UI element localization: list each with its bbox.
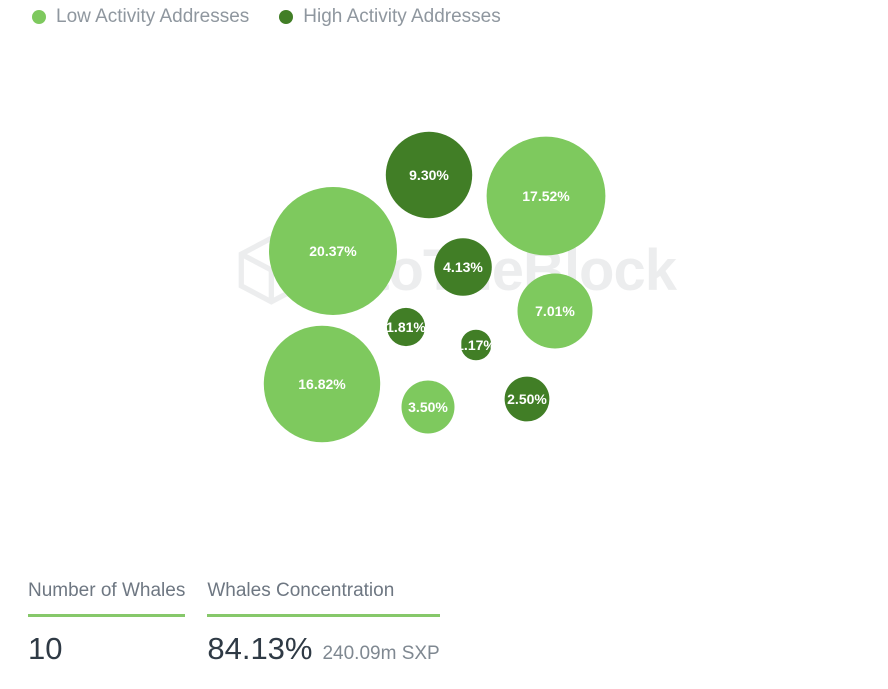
bubble-chart: 20.37% 17.52% 16.82% 7.01% 3.50% 9.30% 4.13% 2.… [263, 131, 606, 443]
bubble-low-4[interactable] [401, 380, 455, 434]
bubble-high-4[interactable] [460, 329, 492, 361]
legend-dot-high-icon [279, 10, 294, 24]
bubble-high-2[interactable] [504, 376, 550, 422]
bubble-label-low-1: 17.52% [522, 188, 570, 204]
bubble-label-high-0: 9.30% [409, 167, 449, 183]
bubble-label-high-4: 1.17% [456, 337, 496, 353]
bubble-label-low-2: 16.82% [298, 376, 346, 392]
legend-label-high: High Activity Addresses [303, 6, 501, 27]
stat-whales-concentration: Whales Concentration 84.13% 240.09m SXP [207, 580, 440, 667]
bubble-high-0[interactable] [385, 131, 473, 219]
bubble-label-low-4: 3.50% [408, 399, 448, 415]
bubble-label-high-2: 2.50% [507, 391, 547, 407]
stats-panel: Number of Whales 10 Whales Concentration… [28, 580, 440, 667]
bubble-low-1[interactable] [486, 136, 606, 256]
legend-dot-low-icon [32, 10, 46, 24]
stat-concentration-sub: 240.09m SXP [322, 643, 440, 664]
bubble-low-3[interactable] [517, 273, 593, 349]
stat-concentration-label: Whales Concentration [207, 580, 440, 617]
stat-number-of-whales: Number of Whales 10 [28, 580, 186, 667]
legend-item-high-activity[interactable]: High Activity Addresses [279, 6, 501, 28]
stat-concentration-value: 84.13% [207, 631, 313, 666]
legend-label-low: Low Activity Addresses [56, 6, 250, 27]
chart-legend: Low Activity Addresses High Activity Add… [32, 6, 501, 28]
bubble-label-low-3: 7.01% [535, 303, 575, 319]
bubble-label-low-0: 20.37% [309, 243, 357, 259]
bubble-low-0[interactable] [269, 187, 397, 315]
bubble-low-2[interactable] [263, 325, 381, 443]
bubble-label-high-3: 1.81% [386, 319, 426, 335]
bubble-label-high-1: 4.13% [443, 259, 483, 275]
legend-item-low-activity[interactable]: Low Activity Addresses [32, 6, 249, 28]
stat-whales-value: 10 [28, 631, 63, 666]
bubble-high-1[interactable] [434, 238, 492, 296]
stat-whales-label: Number of Whales [28, 580, 186, 617]
bubble-high-3[interactable] [386, 307, 426, 347]
